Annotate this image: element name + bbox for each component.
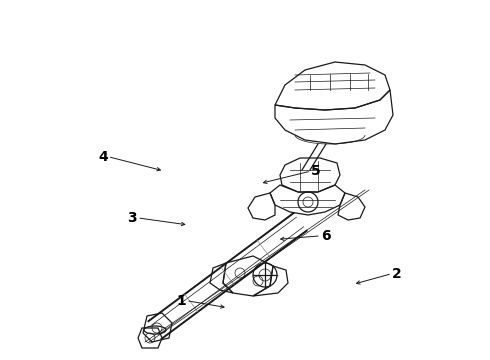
Text: 3: 3 — [127, 211, 137, 225]
Text: 4: 4 — [98, 150, 108, 163]
Text: 2: 2 — [392, 267, 402, 280]
Text: 6: 6 — [321, 229, 331, 243]
Text: 5: 5 — [311, 164, 321, 178]
Text: 1: 1 — [176, 294, 186, 307]
